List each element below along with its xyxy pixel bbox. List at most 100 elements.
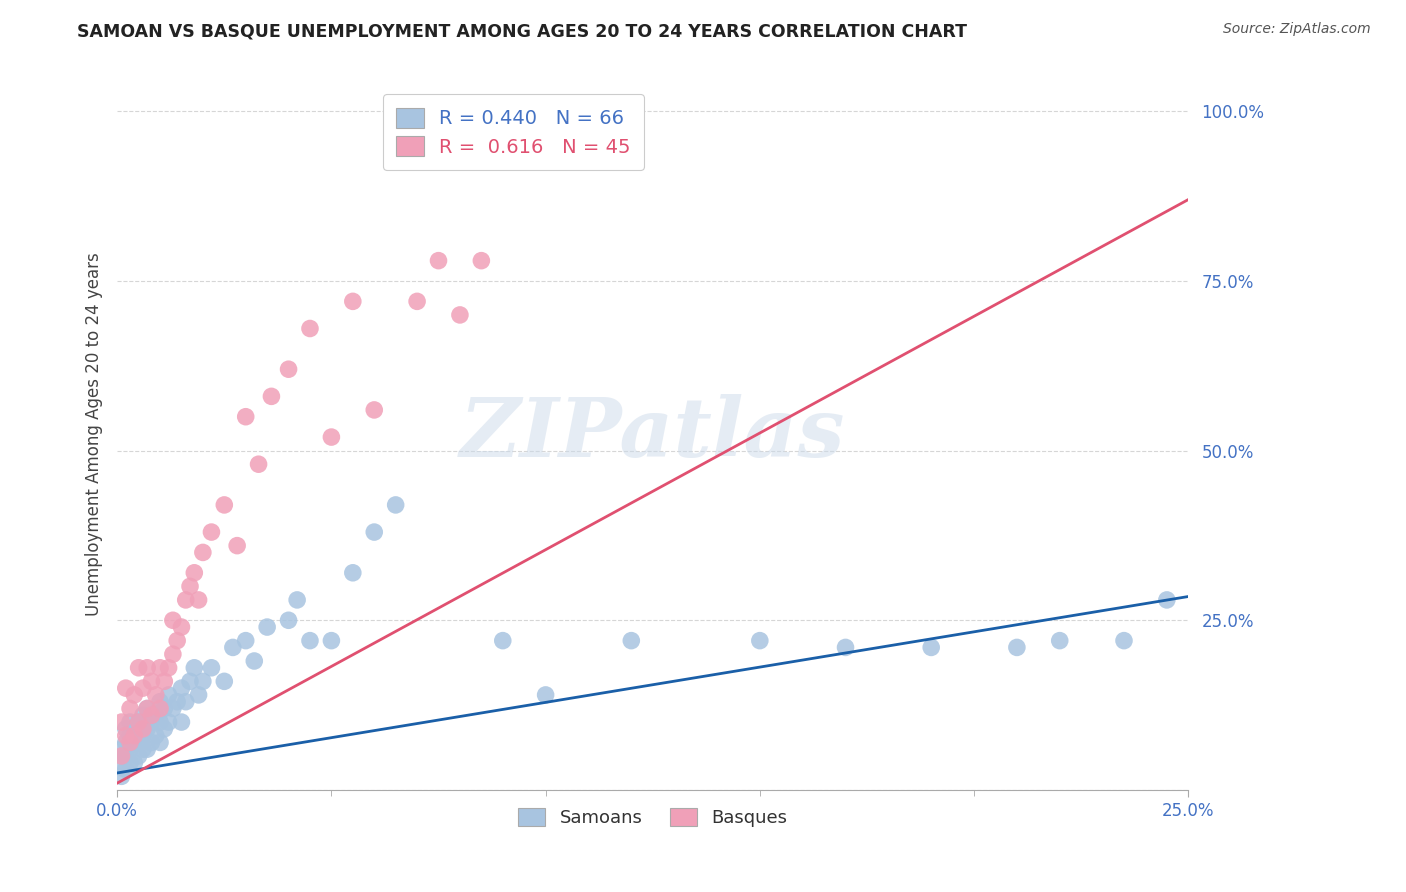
Point bbox=[132, 708, 155, 723]
Point bbox=[256, 620, 278, 634]
Point bbox=[141, 674, 163, 689]
Point bbox=[620, 633, 643, 648]
Point bbox=[1049, 633, 1071, 648]
Point bbox=[200, 661, 222, 675]
Point bbox=[1112, 633, 1135, 648]
Point bbox=[118, 735, 141, 749]
Point bbox=[285, 593, 308, 607]
Point bbox=[124, 735, 146, 749]
Point bbox=[260, 389, 283, 403]
Point bbox=[162, 701, 184, 715]
Point bbox=[118, 756, 141, 770]
Point bbox=[114, 729, 136, 743]
Point bbox=[162, 647, 184, 661]
Point bbox=[470, 104, 492, 119]
Point bbox=[834, 640, 856, 655]
Point bbox=[124, 729, 146, 743]
Point bbox=[470, 253, 492, 268]
Point bbox=[492, 633, 515, 648]
Point bbox=[427, 253, 450, 268]
Point bbox=[149, 661, 172, 675]
Point bbox=[157, 714, 180, 729]
Point bbox=[110, 714, 132, 729]
Point bbox=[145, 729, 167, 743]
Point bbox=[363, 524, 385, 539]
Point bbox=[114, 763, 136, 777]
Point bbox=[110, 756, 132, 770]
Point bbox=[166, 695, 188, 709]
Point bbox=[174, 695, 197, 709]
Point bbox=[179, 579, 201, 593]
Point bbox=[449, 308, 471, 322]
Point bbox=[149, 695, 172, 709]
Point bbox=[298, 321, 321, 335]
Point bbox=[191, 545, 214, 559]
Point bbox=[298, 633, 321, 648]
Point bbox=[187, 593, 209, 607]
Point bbox=[110, 769, 132, 783]
Point bbox=[534, 688, 557, 702]
Point bbox=[748, 633, 770, 648]
Point bbox=[406, 294, 429, 309]
Point bbox=[132, 729, 155, 743]
Point bbox=[183, 566, 205, 580]
Point bbox=[363, 403, 385, 417]
Point bbox=[157, 688, 180, 702]
Point bbox=[170, 681, 193, 695]
Point bbox=[321, 633, 343, 648]
Point bbox=[132, 722, 155, 736]
Legend: Samoans, Basques: Samoans, Basques bbox=[510, 800, 794, 834]
Point bbox=[222, 640, 245, 655]
Point bbox=[277, 613, 299, 627]
Point bbox=[145, 688, 167, 702]
Point bbox=[157, 661, 180, 675]
Point bbox=[342, 566, 364, 580]
Text: SAMOAN VS BASQUE UNEMPLOYMENT AMONG AGES 20 TO 24 YEARS CORRELATION CHART: SAMOAN VS BASQUE UNEMPLOYMENT AMONG AGES… bbox=[77, 22, 967, 40]
Point bbox=[187, 688, 209, 702]
Point bbox=[114, 735, 136, 749]
Point bbox=[166, 633, 188, 648]
Point bbox=[128, 714, 150, 729]
Point bbox=[200, 524, 222, 539]
Point bbox=[145, 708, 167, 723]
Point bbox=[384, 498, 406, 512]
Point bbox=[226, 539, 249, 553]
Point bbox=[141, 735, 163, 749]
Point bbox=[132, 742, 155, 756]
Point bbox=[136, 701, 159, 715]
Point bbox=[170, 620, 193, 634]
Point bbox=[136, 701, 159, 715]
Point bbox=[321, 430, 343, 444]
Point bbox=[170, 714, 193, 729]
Point bbox=[124, 756, 146, 770]
Point bbox=[235, 633, 257, 648]
Point bbox=[174, 593, 197, 607]
Point bbox=[118, 714, 141, 729]
Point bbox=[128, 749, 150, 764]
Y-axis label: Unemployment Among Ages 20 to 24 years: Unemployment Among Ages 20 to 24 years bbox=[86, 252, 103, 615]
Point bbox=[110, 742, 132, 756]
Point bbox=[149, 735, 172, 749]
Point bbox=[247, 457, 270, 471]
Point bbox=[141, 714, 163, 729]
Point bbox=[128, 714, 150, 729]
Point bbox=[342, 294, 364, 309]
Point bbox=[1156, 593, 1178, 607]
Point bbox=[179, 674, 201, 689]
Text: Source: ZipAtlas.com: Source: ZipAtlas.com bbox=[1223, 22, 1371, 37]
Point bbox=[191, 674, 214, 689]
Point bbox=[136, 722, 159, 736]
Point bbox=[124, 688, 146, 702]
Point bbox=[214, 674, 236, 689]
Point bbox=[114, 749, 136, 764]
Point bbox=[118, 701, 141, 715]
Point bbox=[136, 661, 159, 675]
Point bbox=[141, 708, 163, 723]
Point bbox=[149, 714, 172, 729]
Point bbox=[183, 661, 205, 675]
Point bbox=[136, 742, 159, 756]
Point bbox=[110, 749, 132, 764]
Point bbox=[920, 640, 942, 655]
Point bbox=[153, 674, 176, 689]
Point bbox=[162, 613, 184, 627]
